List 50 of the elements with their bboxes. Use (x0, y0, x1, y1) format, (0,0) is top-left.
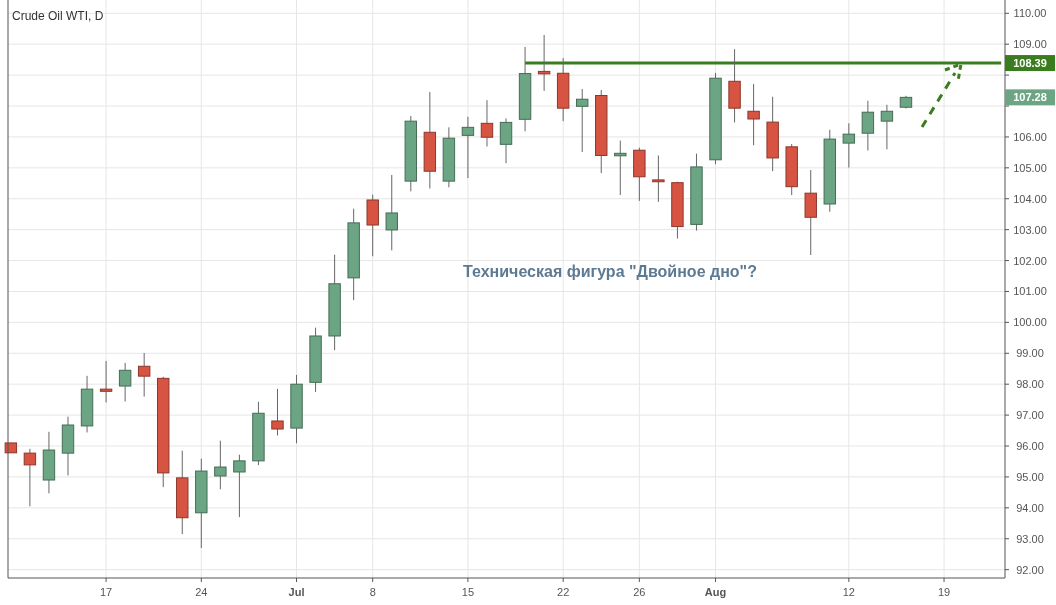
x-tick-label: 15 (461, 586, 475, 598)
candlestick (842, 122, 856, 169)
y-tick-label: 98.00 (1016, 378, 1044, 391)
data-label: 108.39 (1013, 57, 1047, 70)
x-tick-label: 26 (633, 586, 646, 598)
x-tick-label: 8 (369, 586, 376, 598)
candlestick (137, 352, 151, 398)
y-tick-label: 110.00 (1013, 7, 1047, 20)
candlestick (575, 88, 589, 153)
annotation: Техническая фигура "Двойное дно"? (463, 263, 757, 280)
y-tick-label: 102.00 (1013, 254, 1047, 267)
candlestick (385, 174, 398, 251)
y-tick-label: 105.00 (1013, 161, 1047, 174)
x-tick-label: 24 (195, 586, 208, 598)
candlestick (233, 454, 246, 518)
candlestick (461, 116, 475, 179)
y-tick-label: 97.00 (1016, 409, 1044, 422)
candlestick (747, 83, 760, 146)
y-tick-label: 101.00 (1013, 285, 1047, 298)
y-tick-label: 94.00 (1016, 501, 1044, 514)
candlestick (99, 360, 113, 403)
y-tick-label: 100.00 (1013, 316, 1047, 329)
x-tick-label: 19 (937, 586, 951, 598)
candlestick (880, 104, 894, 150)
y-tick-label: 96.00 (1016, 440, 1044, 453)
y-tick-label: 109.00 (1013, 38, 1047, 51)
candlestick (614, 140, 627, 196)
candlestick (118, 362, 132, 403)
x-tick-label: Jul (288, 586, 305, 598)
y-tick-label: 103.00 (1013, 223, 1047, 236)
y-tick-label: 93.00 (1016, 532, 1044, 545)
text: Crude Oil WTI, D (12, 9, 104, 23)
x-tick-label: 17 (99, 586, 113, 598)
y-tick-label: 104.00 (1013, 192, 1047, 205)
y-tick-label: 95.00 (1016, 470, 1044, 483)
y-tick-label: 99.00 (1016, 347, 1044, 360)
candlestick (271, 388, 284, 437)
candlestick (499, 117, 513, 164)
candlestick (537, 34, 551, 92)
candlestick (214, 440, 227, 490)
x-tick-label: 22 (557, 586, 570, 598)
y-tick-label: 106.00 (1013, 130, 1047, 143)
x-tick-label: 12 (842, 586, 855, 598)
candlestick (480, 99, 494, 148)
x-tick-label: Aug (704, 586, 727, 598)
text: 107.28 (1013, 91, 1047, 104)
candlestick (652, 154, 665, 203)
candlestick (23, 448, 37, 507)
y-tick-label: 92.00 (1016, 563, 1044, 576)
candlestick (861, 100, 875, 152)
